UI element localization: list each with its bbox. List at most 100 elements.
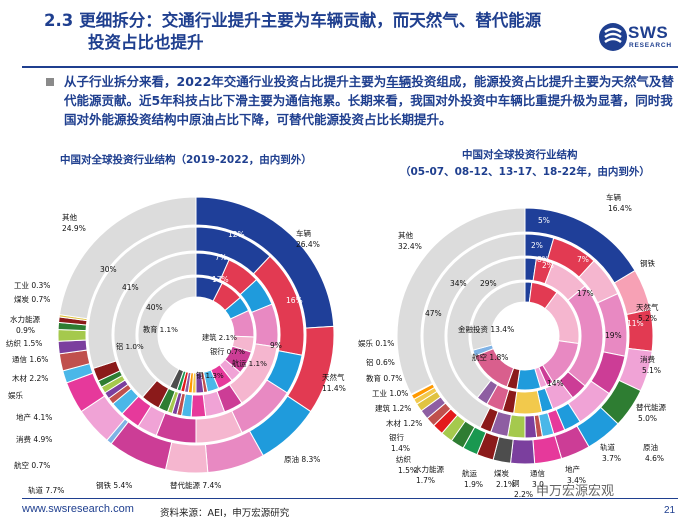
c2-label-val-4: 5.0% bbox=[638, 414, 657, 423]
c2-val-14: 14% bbox=[547, 379, 564, 388]
summary-underlined: 车辆 bbox=[386, 74, 412, 89]
footer-source: 资料来源：AEI，申万宏源研究 bbox=[160, 508, 290, 519]
c2-val-2a: 2% bbox=[531, 241, 543, 250]
c2-val-7a: 7% bbox=[577, 255, 589, 264]
summary-text: 从子行业拆分来看，2022年交通行业投资占比提升主要为车辆投资组成，能源投资占比… bbox=[64, 72, 674, 129]
c1-label-7: 消费 4.9% bbox=[16, 434, 52, 444]
c1-label-val-16: 24.9% bbox=[62, 224, 86, 233]
c1-label-val-1: 11.4% bbox=[322, 384, 346, 393]
c1-label-9: 娱乐 bbox=[8, 390, 23, 400]
c1-label-val-13: 0.9% bbox=[16, 326, 35, 335]
c2-label-val-10: 2.1% bbox=[496, 480, 515, 489]
c2-label-val-6: 3.7% bbox=[602, 454, 621, 463]
c2-label-val-3: 5.1% bbox=[642, 366, 661, 375]
c2-label-7: 地产 bbox=[565, 464, 580, 474]
c1-val-16: 16% bbox=[286, 296, 303, 305]
c1-r3-seg-14 bbox=[87, 226, 197, 370]
c2-r4-seg-8 bbox=[509, 438, 536, 465]
c1-r2-seg-14 bbox=[113, 252, 197, 398]
c1-r2-seg-7 bbox=[190, 394, 207, 418]
c2-label-val-2: 5.2% bbox=[638, 314, 657, 323]
c2-label-val-9: 2.2% bbox=[514, 490, 533, 499]
page-title: 2.3 更细拆分：交通行业提升主要为车辆贡献，而天然气、替代能源 投资占比也提升 bbox=[44, 10, 574, 54]
c2-val-5: 5% bbox=[538, 216, 550, 225]
c1-inner-label-5: 铜 1.3% bbox=[196, 371, 224, 380]
c2-label-val-14: 1.4% bbox=[391, 444, 410, 453]
c1-label-8: 地产 4.1% bbox=[16, 412, 52, 422]
c2-label-12: 水力能源 bbox=[414, 464, 444, 474]
c1-label-3: 替代能源 7.4% bbox=[170, 480, 221, 490]
c1-inner-label-0: 教育 1.1% bbox=[143, 325, 178, 334]
c2-label-val-7: 3.4% bbox=[567, 476, 586, 485]
c1-label-14: 煤炭 0.7% bbox=[14, 294, 50, 304]
c2-val-47: 47% bbox=[425, 309, 442, 318]
c2-label-9: 铜 bbox=[512, 478, 520, 488]
c1-label-10: 木材 2.2% bbox=[12, 373, 48, 383]
c1-label-0: 车辆 bbox=[296, 228, 311, 238]
c2-label-val-21: 32.4% bbox=[398, 242, 422, 251]
footer-url[interactable]: www.swsresearch.com bbox=[22, 503, 134, 515]
c1-r1-seg-17 bbox=[137, 276, 197, 388]
c1-val-40: 40% bbox=[146, 303, 163, 312]
c2-label-15: 木材 1.2% bbox=[386, 418, 422, 428]
footer-divider bbox=[22, 498, 678, 499]
c1-val-7a: 7% bbox=[215, 253, 227, 262]
c2-label-20: 娱乐 0.1% bbox=[358, 338, 394, 348]
c1-label-2: 原油 8.3% bbox=[284, 454, 320, 464]
c2-val-34: 34% bbox=[450, 279, 467, 288]
c2-val-17: 17% bbox=[577, 289, 594, 298]
logo-text: SWS bbox=[628, 23, 669, 42]
c2-r4-seg-21 bbox=[396, 207, 526, 396]
c2-label-2: 天然气 bbox=[636, 302, 659, 312]
c1-inner-label-4: 航运 1.1% bbox=[232, 359, 267, 368]
c2-val-19: 19% bbox=[605, 331, 622, 340]
header-divider bbox=[22, 66, 678, 68]
title-line-1: 更细拆分：交通行业提升主要为车辆贡献，而天然气、替代能源 bbox=[79, 11, 542, 30]
chart1-title: 中国对全球投资行业结构（2019-2022，由内到外） bbox=[60, 154, 312, 166]
c2-label-val-13: 1.5% bbox=[398, 466, 417, 475]
c2-label-19: 铝 0.6% bbox=[366, 357, 395, 367]
c1-label-12: 纺织 1.5% bbox=[6, 338, 42, 348]
c2-label-val-5: 4.6% bbox=[645, 454, 664, 463]
c1-label-4: 钢铁 5.4% bbox=[96, 480, 132, 490]
c2-label-val-11: 1.9% bbox=[464, 480, 483, 489]
watermark: 申万宏源宏观 bbox=[536, 484, 615, 499]
c2-r3-seg-10 bbox=[524, 414, 538, 439]
c2-r2-seg-11 bbox=[446, 257, 526, 399]
c1-inner-label-1: 铝 1.0% bbox=[116, 342, 144, 351]
bullet-square-icon bbox=[46, 78, 54, 86]
c2-r1-seg-10 bbox=[470, 281, 526, 351]
logo-subtext: RESEARCH bbox=[629, 42, 672, 49]
chart2-donut: 5%2%2%8%17%19%14%7%11%47%34% 29% bbox=[396, 207, 654, 465]
c1-r4-seg-16 bbox=[58, 196, 197, 320]
c1-label-13: 水力能源 bbox=[10, 314, 40, 324]
chart-labels: 车辆 26.4% 天然气 11.4% 原油 8.3% 替代能源 7.4% 钢铁 5.4% 轨道… bbox=[6, 192, 666, 499]
c1-val-12: 12% bbox=[228, 230, 245, 239]
c2-label-8: 通信 bbox=[530, 468, 545, 478]
c2-label-val-0: 16.4% bbox=[608, 204, 632, 213]
c2-label-val-12: 1.7% bbox=[416, 476, 435, 485]
c1-label-16: 其他 bbox=[62, 212, 77, 222]
c2-r2-seg-7 bbox=[513, 390, 543, 415]
c1-label-11: 通信 1.6% bbox=[12, 354, 48, 364]
c2-val-2b: 2% bbox=[542, 261, 554, 270]
c2-label-10: 煤炭 bbox=[494, 468, 509, 478]
c1-inner-label-2: 建筑 2.1% bbox=[202, 333, 237, 342]
c1-inner-label-3: 银行 0.7% bbox=[210, 347, 245, 356]
c2-label-val-8: 3.0 bbox=[532, 480, 544, 489]
c1-r4-seg-4 bbox=[164, 441, 209, 474]
c2-val-11: 11% bbox=[627, 319, 644, 328]
chart1-donut: 12% 7% 17% 16% 9% 30% 41% 40% bbox=[57, 196, 335, 474]
c2-r3-seg-14 bbox=[422, 233, 526, 429]
summary-part-3: 投资组成，能源投资占比提升主要为天然气及替代能源贡献。近5年科技占比下滑主要为通… bbox=[64, 74, 674, 127]
c1-label-6: 航空 0.7% bbox=[14, 460, 50, 470]
chart2-title-line-2: （05-07、08-12、13-17、18-22年，由内到外） bbox=[400, 166, 650, 178]
title-line-2: 投资占比也提升 bbox=[88, 33, 204, 52]
page-number: 21 bbox=[664, 505, 676, 516]
c1-val-41: 41% bbox=[122, 283, 139, 292]
chart2-title-line-1: 中国对全球投资行业结构 bbox=[462, 149, 578, 161]
c1-val-9: 9% bbox=[270, 341, 282, 350]
c2-label-18: 教育 0.7% bbox=[366, 373, 402, 383]
c2-val-29: 29% bbox=[480, 279, 497, 288]
